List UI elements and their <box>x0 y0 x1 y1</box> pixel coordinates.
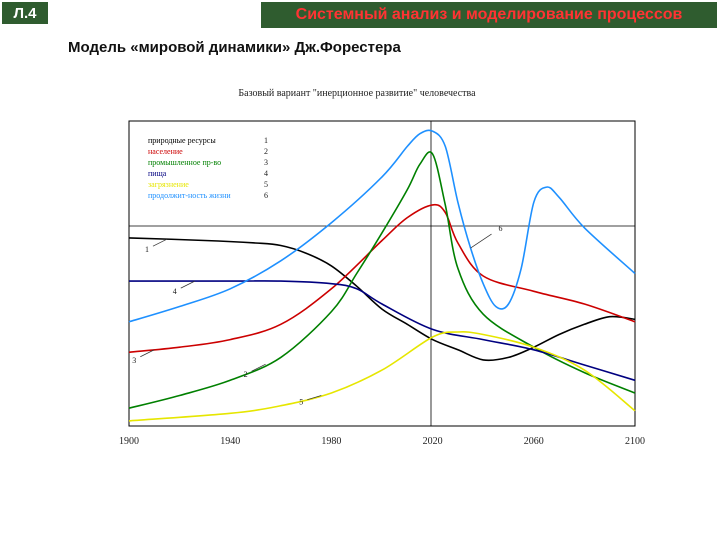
curve-label-leader-6 <box>470 233 492 249</box>
curve-label-1: 1 <box>145 245 149 254</box>
x-tick-label-1940: 1940 <box>220 436 240 447</box>
slide-title: Модель «мировой динамики» Дж.Форестера <box>68 39 401 56</box>
curve-label-leader-5 <box>307 395 322 401</box>
series-line-3 <box>128 151 636 409</box>
legend: природные ресурсы 1 население 2 промышленное… <box>148 136 268 200</box>
legend-number-2: 2 <box>264 147 268 156</box>
curve-label-leader-3 <box>140 349 155 358</box>
header-title: Системный анализ и моделирование процесс… <box>295 6 683 23</box>
curve-label-leader-1 <box>152 238 168 247</box>
series-line-5 <box>128 331 636 422</box>
legend-number-3: 3 <box>264 158 268 167</box>
legend-number-6: 6 <box>264 191 268 200</box>
series-line-2 <box>128 203 636 354</box>
curve-label-leader-2 <box>251 363 266 372</box>
x-tick-label-2100: 2100 <box>625 436 645 447</box>
lecture-number-badge: Л.4 <box>0 0 50 26</box>
x-tick-label-2060: 2060 <box>524 436 544 447</box>
curve-label-leader-4 <box>180 280 195 289</box>
x-tick-label-2020: 2020 <box>423 436 443 447</box>
legend-label-4: пища <box>148 169 167 178</box>
legend-number-1: 1 <box>264 136 268 145</box>
series-line-1 <box>128 237 636 362</box>
legend-label-1: природные ресурсы <box>148 136 216 145</box>
curve-label-3: 3 <box>132 356 136 365</box>
legend-label-5: загрязнение <box>148 180 189 189</box>
series-layer <box>128 129 636 422</box>
header-bar: Системный анализ и моделирование процесс… <box>259 0 719 30</box>
curve-label-6: 6 <box>499 224 503 233</box>
series-line-6 <box>128 129 636 323</box>
legend-number-5: 5 <box>264 180 268 189</box>
legend-label-6: продолжит-ность жизни <box>148 191 231 200</box>
curve-label-5: 5 <box>299 398 303 407</box>
legend-label-3: промышленное пр-во <box>148 158 221 167</box>
legend-number-4: 4 <box>264 169 268 178</box>
x-tick-label-1900: 1900 <box>119 436 139 447</box>
lecture-number: Л.4 <box>13 4 37 22</box>
legend-label-2: население <box>148 147 183 156</box>
chart-title: Базовый вариант "инерционное развитие" ч… <box>238 88 476 99</box>
x-tick-label-1980: 1980 <box>321 436 341 447</box>
curve-label-4: 4 <box>173 287 177 296</box>
curve-labels: 1 4 3 2 5 6 <box>132 224 502 406</box>
x-axis-ticks: 1900 1940 1980 2020 2060 2100 <box>119 436 645 447</box>
series-line-4 <box>129 280 636 382</box>
curve-label-2: 2 <box>244 370 248 379</box>
